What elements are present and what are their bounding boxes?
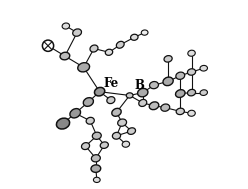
Ellipse shape <box>86 117 94 124</box>
Ellipse shape <box>200 65 208 71</box>
Ellipse shape <box>73 29 82 36</box>
Ellipse shape <box>70 109 81 118</box>
Ellipse shape <box>82 143 90 149</box>
Ellipse shape <box>100 142 108 148</box>
Ellipse shape <box>176 90 185 98</box>
Ellipse shape <box>105 49 113 55</box>
Ellipse shape <box>83 98 93 106</box>
Ellipse shape <box>62 23 70 29</box>
Ellipse shape <box>94 87 105 96</box>
Ellipse shape <box>91 155 100 162</box>
Ellipse shape <box>131 34 138 40</box>
Ellipse shape <box>42 40 54 51</box>
Ellipse shape <box>163 77 173 86</box>
Text: Fe: Fe <box>103 77 119 90</box>
Ellipse shape <box>126 93 133 98</box>
Ellipse shape <box>122 141 130 147</box>
Ellipse shape <box>176 108 184 115</box>
Ellipse shape <box>112 132 121 139</box>
Ellipse shape <box>149 102 159 110</box>
Ellipse shape <box>60 52 70 60</box>
Ellipse shape <box>107 97 115 104</box>
Ellipse shape <box>78 63 90 72</box>
Ellipse shape <box>188 110 195 116</box>
Ellipse shape <box>92 132 101 139</box>
Ellipse shape <box>118 119 126 126</box>
Ellipse shape <box>90 45 98 52</box>
Ellipse shape <box>57 118 70 129</box>
Text: B: B <box>134 79 144 92</box>
Ellipse shape <box>150 81 158 89</box>
Ellipse shape <box>139 99 147 106</box>
Ellipse shape <box>127 128 136 134</box>
Ellipse shape <box>112 108 121 116</box>
Ellipse shape <box>187 89 196 96</box>
Ellipse shape <box>138 88 148 97</box>
Ellipse shape <box>200 90 208 95</box>
Ellipse shape <box>141 30 148 35</box>
Ellipse shape <box>116 41 124 48</box>
Ellipse shape <box>161 104 170 111</box>
Ellipse shape <box>91 165 101 172</box>
Ellipse shape <box>164 56 172 62</box>
Ellipse shape <box>176 72 185 79</box>
Ellipse shape <box>93 177 100 183</box>
Ellipse shape <box>188 50 195 56</box>
Ellipse shape <box>187 69 196 75</box>
